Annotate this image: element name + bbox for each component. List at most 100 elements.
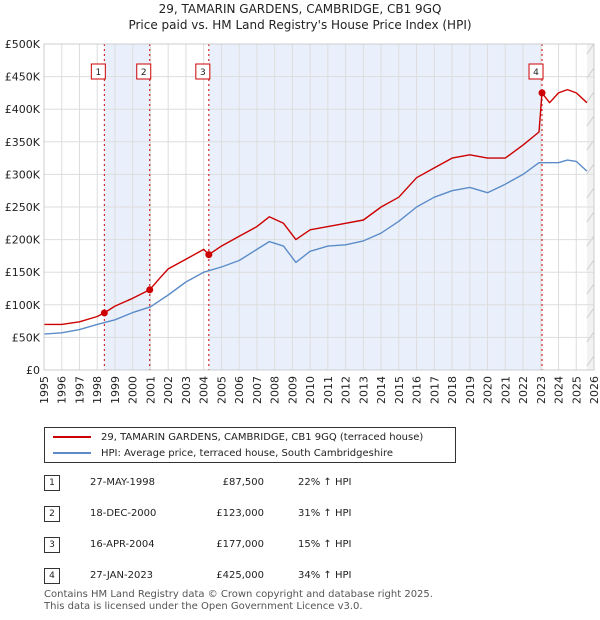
y-tick-label: £100K [5, 299, 41, 312]
x-tick-label: 2017 [428, 376, 441, 404]
legend-item-property: 29, TAMARIN GARDENS, CAMBRIDGE, CB1 9GQ … [53, 430, 423, 444]
y-tick-label: £300K [5, 168, 41, 181]
sale-point [205, 251, 213, 259]
y-tick-label: £0 [26, 364, 40, 377]
plot-border [43, 43, 595, 371]
sale-marker-box [136, 63, 152, 80]
sale-number: 1 [44, 475, 60, 491]
x-tick-label: 2002 [162, 376, 175, 404]
price-chart: £0 £50K £100K £150K £200K £250K £300K £350K £400… [5, 38, 600, 404]
sale-price: £425,000 [216, 570, 264, 581]
y-tick-label: £50K [12, 331, 41, 344]
sale-marker-label: 2 [141, 68, 147, 78]
x-tick-label: 2006 [233, 376, 246, 404]
sale-marker-label: 3 [200, 68, 206, 78]
x-tick-label: 2022 [517, 376, 530, 404]
sale-hpi: 34% ↑ HPI [298, 570, 352, 581]
x-tick-label: 2021 [499, 376, 512, 404]
hatch-line [586, 235, 595, 247]
sale-row: 1 27-MAY-1998 £87,500 22% ↑ HPI [44, 475, 444, 493]
x-tick-label: 2020 [482, 376, 495, 404]
sale-row: 2 18-DEC-2000 £123,000 31% ↑ HPI [44, 506, 444, 524]
y-tick-label: £400K [5, 103, 41, 116]
hatch-line [586, 91, 595, 103]
hatch-line [586, 307, 595, 319]
sale-point [100, 309, 108, 317]
sale-number: 3 [44, 537, 60, 553]
x-tick-label: 2003 [180, 376, 193, 404]
hatch-line [586, 259, 595, 271]
x-tick-label: 2005 [215, 376, 228, 404]
x-tick-label: 2000 [127, 376, 140, 404]
x-tick-label: 2025 [570, 376, 583, 404]
hatch-line [586, 187, 595, 199]
footer-copyright: Contains HM Land Registry data © Crown c… [44, 589, 433, 600]
x-tick-label: 2016 [411, 376, 424, 404]
x-tick-label: 2024 [553, 376, 566, 404]
legend-label-hpi: HPI: Average price, terraced house, Sout… [101, 447, 394, 459]
y-tick-label: £150K [5, 266, 41, 279]
sale-point [538, 89, 546, 97]
hatch-line [586, 283, 595, 295]
y-tick-label: £450K [5, 71, 41, 84]
sale-marker-box [195, 63, 211, 80]
series-line [43, 159, 588, 335]
hatch-line [586, 163, 595, 175]
sale-point [146, 286, 154, 294]
x-tick-label: 1997 [73, 376, 86, 404]
sale-number: 2 [44, 506, 60, 522]
sale-marker-label: 4 [533, 68, 539, 78]
hatch-line [586, 355, 595, 367]
y-tick-label: £350K [5, 136, 41, 149]
x-tick-label: 2019 [464, 376, 477, 404]
x-tick-label: 2008 [269, 376, 282, 404]
x-tick-label: 2012 [340, 376, 353, 404]
hatch-line [586, 211, 595, 223]
sale-price: £87,500 [222, 477, 264, 488]
sale-date: 16-APR-2004 [90, 539, 155, 550]
x-tick-label: 2013 [357, 376, 370, 404]
footer-licence: This data is licensed under the Open Gov… [44, 601, 363, 612]
y-tick-label: £250K [5, 201, 41, 214]
x-tick-label: 2007 [251, 376, 264, 404]
x-tick-label: 2026 [588, 376, 600, 404]
x-tick-label: 2014 [375, 376, 388, 404]
x-tick-label: 1996 [56, 376, 69, 404]
y-tick-label: £500K [5, 38, 41, 51]
x-tick-label: 2015 [393, 376, 406, 404]
x-tick-label: 1995 [38, 376, 51, 404]
legend-label-property: 29, TAMARIN GARDENS, CAMBRIDGE, CB1 9GQ … [101, 431, 424, 443]
sale-date: 27-MAY-1998 [90, 477, 156, 488]
legend-line-blue [53, 452, 91, 454]
hatch-line [586, 43, 595, 55]
sale-row: 3 16-APR-2004 £177,000 15% ↑ HPI [44, 537, 444, 555]
sale-marker-box [90, 63, 106, 80]
sale-marker-label: 1 [95, 68, 101, 78]
y-tick-label: £200K [5, 234, 41, 247]
sale-marker-box [528, 63, 544, 80]
x-tick-label: 2009 [286, 376, 299, 404]
sale-row: 4 27-JAN-2023 £425,000 34% ↑ HPI [44, 568, 444, 586]
x-tick-label: 2023 [535, 376, 548, 404]
sale-hpi: 22% ↑ HPI [298, 477, 352, 488]
sale-number: 4 [44, 568, 60, 584]
x-tick-label: 2011 [322, 376, 335, 404]
sale-price: £123,000 [216, 508, 264, 519]
legend-line-red [53, 436, 91, 438]
sale-hpi: 15% ↑ HPI [298, 539, 352, 550]
sale-date: 27-JAN-2023 [90, 570, 154, 581]
hatch-line [586, 115, 595, 127]
sale-hpi: 31% ↑ HPI [298, 508, 352, 519]
x-tick-label: 1998 [91, 376, 104, 404]
chart-subtitle: Price paid vs. HM Land Registry's House … [128, 18, 472, 32]
chart-title: 29, TAMARIN GARDENS, CAMBRIDGE, CB1 9GQ [158, 2, 442, 16]
legend-item-hpi: HPI: Average price, terraced house, Sout… [53, 446, 393, 460]
x-tick-label: 2010 [304, 376, 317, 404]
sale-price: £177,000 [216, 539, 264, 550]
x-tick-label: 2004 [198, 376, 211, 404]
x-tick-label: 1999 [109, 376, 122, 404]
series-line [44, 88, 588, 326]
chart-legend: 29, TAMARIN GARDENS, CAMBRIDGE, CB1 9GQ … [44, 427, 456, 463]
x-tick-label: 2018 [446, 376, 459, 404]
sale-date: 18-DEC-2000 [90, 508, 157, 519]
